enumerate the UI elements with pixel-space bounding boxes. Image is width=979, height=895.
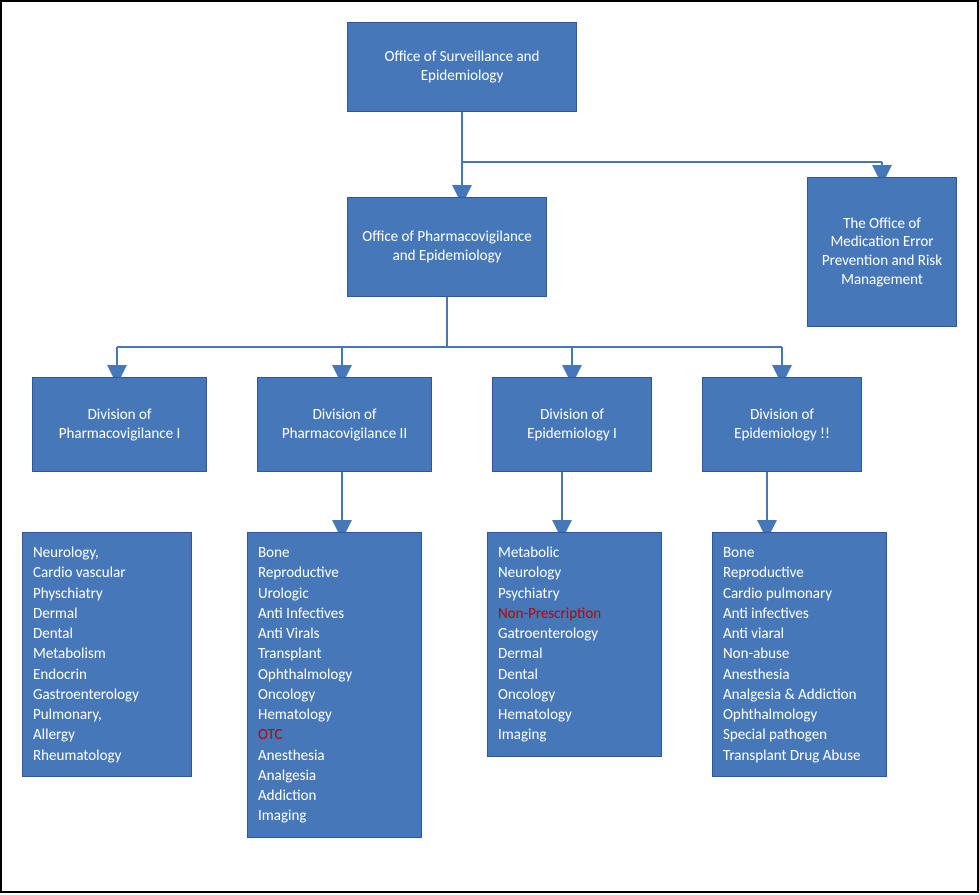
list-item: Ophthalmology xyxy=(723,705,876,725)
list-item: Metabolic xyxy=(498,543,651,563)
list-item: Imaging xyxy=(498,725,651,745)
list-pv-2: BoneReproductiveUrologicAnti InfectivesA… xyxy=(247,532,422,838)
list-item: Transplant xyxy=(258,644,411,664)
list-item: Bone xyxy=(723,543,876,563)
list-item: Dental xyxy=(498,665,651,685)
list-item: Rheumatology xyxy=(33,746,181,766)
list-item: Endocrin xyxy=(33,665,181,685)
list-item: Cardio pulmonary xyxy=(723,584,876,604)
list-item: Psychiatry xyxy=(498,584,651,604)
list-item: Neurology xyxy=(498,563,651,583)
list-item: Urologic xyxy=(258,584,411,604)
list-item: Transplant Drug Abuse xyxy=(723,746,876,766)
list-item: Non-Prescription xyxy=(498,604,651,624)
list-item: Gatroenterology xyxy=(498,624,651,644)
list-item: Oncology xyxy=(258,685,411,705)
node-division-epi-1: Division of Epidemiology I xyxy=(492,377,652,472)
list-item: Special pathogen xyxy=(723,725,876,745)
list-item: Bone xyxy=(258,543,411,563)
list-item: Anti viaral xyxy=(723,624,876,644)
node-division-pv-2: Division of Pharmacovigilance II xyxy=(257,377,432,472)
list-item: Gastroenterology xyxy=(33,685,181,705)
list-item: Neurology, xyxy=(33,543,181,563)
node-division-epi-2: Division of Epidemiology !! xyxy=(702,377,862,472)
list-pv-1: Neurology,Cardio vascularPhyschiatryDerm… xyxy=(22,532,192,777)
list-item: Reproductive xyxy=(258,563,411,583)
list-item: Metabolism xyxy=(33,644,181,664)
list-item: Non-abuse xyxy=(723,644,876,664)
node-medication-error-office: The Office of Medication Error Preventio… xyxy=(807,177,957,327)
list-item: Hematology xyxy=(258,705,411,725)
list-item: Ophthalmology xyxy=(258,665,411,685)
list-item: Cardio vascular xyxy=(33,563,181,583)
list-item: Anesthesia xyxy=(723,665,876,685)
list-item: Physchiatry xyxy=(33,584,181,604)
list-item: Anesthesia xyxy=(258,746,411,766)
list-epi-2: BoneReproductiveCardio pulmonaryAnti inf… xyxy=(712,532,887,777)
node-pharmacovigilance-office: Office of Pharmacovigilance and Epidemio… xyxy=(347,197,547,297)
node-division-pv-1: Division of Pharmacovigilance I xyxy=(32,377,207,472)
list-item: Hematology xyxy=(498,705,651,725)
list-item: Reproductive xyxy=(723,563,876,583)
list-item: Pulmonary, xyxy=(33,705,181,725)
list-item: Anti infectives xyxy=(723,604,876,624)
list-item: Dermal xyxy=(33,604,181,624)
list-item: Analgesia xyxy=(258,766,411,786)
list-item: Allergy xyxy=(33,725,181,745)
list-item: Oncology xyxy=(498,685,651,705)
list-item: Anti Infectives xyxy=(258,604,411,624)
list-epi-1: MetabolicNeurologyPsychiatryNon-Prescrip… xyxy=(487,532,662,757)
list-item: Imaging xyxy=(258,806,411,826)
list-item: Dermal xyxy=(498,644,651,664)
node-root: Office of Surveillance and Epidemiology xyxy=(347,22,577,112)
list-item: Analgesia & Addiction xyxy=(723,685,876,705)
list-item: Anti Virals xyxy=(258,624,411,644)
list-item: OTC xyxy=(258,725,411,745)
list-item: Dental xyxy=(33,624,181,644)
list-item: Addiction xyxy=(258,786,411,806)
